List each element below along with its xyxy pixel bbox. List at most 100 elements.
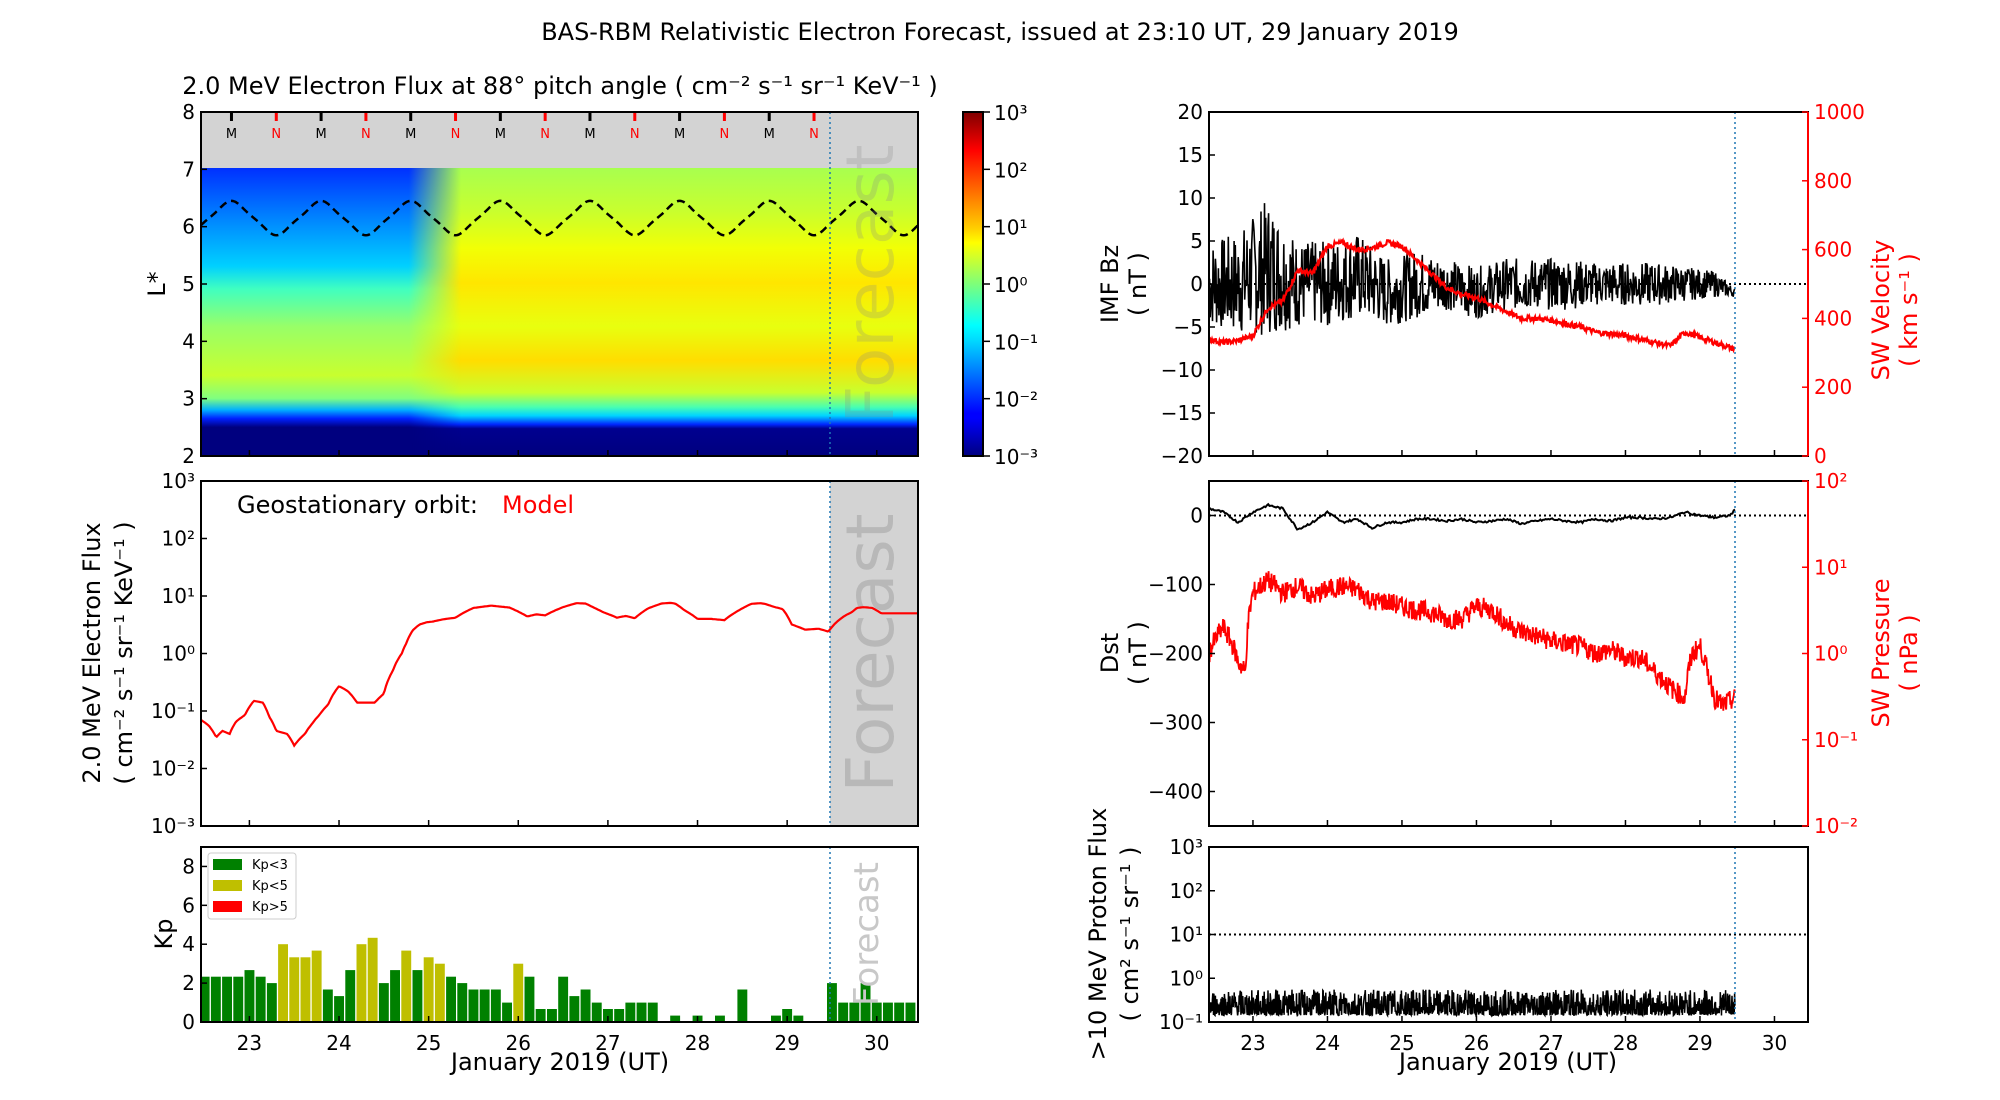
- y-tick-label: 0: [1190, 272, 1203, 296]
- kp-bar: [614, 1009, 625, 1022]
- y-tick-label: 10⁻²: [1814, 814, 1858, 838]
- y-tick-label: 10⁰: [1814, 642, 1847, 666]
- geo-annotation-label: Geostationary orbit:: [237, 491, 478, 519]
- mn-marker-tick: [678, 112, 682, 121]
- geo-flux-model-line: [201, 601, 918, 748]
- kp-bar: [266, 983, 277, 1022]
- y-tick-label: 10²: [162, 527, 195, 551]
- geo-flux-panel: Forecast Geostationary orbit: Model 10⁻³…: [78, 469, 919, 838]
- y-tick-label: 3: [182, 387, 195, 411]
- y-tick-label: 20: [1178, 100, 1203, 124]
- x-tick-label: 26: [1464, 1031, 1489, 1055]
- x-tick-label: 26: [506, 1031, 531, 1055]
- x-tick-label: 23: [1240, 1031, 1265, 1055]
- y-tick-label: 10²: [1170, 879, 1203, 903]
- kp-bar: [201, 976, 210, 1022]
- kp-bar: [244, 970, 255, 1022]
- kp-bar: [715, 1015, 725, 1022]
- kp-bar: [457, 983, 468, 1022]
- sw-pressure-ylabel-units: ( nPa ): [1895, 614, 1923, 691]
- colorbar: 10⁻³ 10⁻² 10⁻¹ 10⁰ 10¹ 10² 10³: [962, 101, 1038, 469]
- x-tick-label: 25: [416, 1031, 441, 1055]
- mn-marker-tick: [498, 112, 502, 121]
- heatmap-ylabel: L*: [143, 271, 171, 296]
- y-tick-label: 5: [182, 272, 195, 296]
- legend-label-kp-lt-5: Kp<5: [252, 879, 288, 894]
- y-tick-label: 2: [182, 971, 195, 995]
- x-tick-label: 24: [326, 1031, 351, 1055]
- colorbar-tick-label: 10⁻²: [994, 388, 1038, 412]
- kp-bar: [434, 963, 445, 1022]
- colorbar-tick-label: 10⁰: [994, 273, 1027, 297]
- mn-marker-tick: [274, 112, 278, 121]
- y-tick-label: −20: [1161, 444, 1203, 468]
- y-tick-label: 400: [1814, 306, 1852, 330]
- geo-annotation-model: Model: [502, 491, 574, 519]
- mn-marker-label: M: [315, 127, 326, 142]
- kp-bar: [782, 1009, 793, 1022]
- mn-marker-tick: [588, 112, 592, 121]
- kp-bar: [210, 976, 221, 1022]
- forecast-shade: [830, 481, 918, 826]
- y-tick-label: 6: [182, 893, 195, 917]
- y-tick-label: 15: [1178, 143, 1203, 167]
- y-tick-label: 4: [182, 329, 195, 353]
- dst-frame: [1208, 480, 1809, 827]
- kp-bar: [278, 944, 288, 1022]
- y-tick-label: 10⁻¹: [1814, 728, 1858, 752]
- kp-bar: [378, 983, 389, 1022]
- colorbar-tick-label: 10¹: [994, 216, 1027, 240]
- mn-marker-tick: [409, 112, 413, 121]
- kp-bar: [233, 976, 244, 1022]
- kp-bar: [222, 976, 232, 1022]
- x-tick-label: 24: [1315, 1031, 1340, 1055]
- mn-marker-tick: [767, 112, 771, 121]
- right-xlabel: January 2019 (UT): [1397, 1048, 1617, 1076]
- y-tick-label: 4: [182, 932, 195, 956]
- x-tick-label: 27: [595, 1031, 620, 1055]
- kp-bar: [524, 976, 535, 1022]
- dst-line: [1209, 502, 1736, 531]
- mn-marker-label: M: [495, 127, 506, 142]
- kp-bar: [737, 989, 748, 1022]
- kp-bar: [603, 1009, 613, 1022]
- kp-bar: [793, 1015, 804, 1022]
- sw-velocity-ylabel-units: ( km s⁻¹ ): [1895, 253, 1923, 367]
- y-tick-label: 8: [182, 854, 195, 878]
- colorbar-tick-label: 10⁻³: [994, 445, 1038, 469]
- kp-frame: [200, 846, 919, 1023]
- kp-bar: [479, 989, 490, 1022]
- lstar-heatmap-panel: 2.0 MeV Electron Flux at 88° pitch angle…: [143, 72, 938, 826]
- mn-marker-tick: [812, 112, 816, 121]
- legend-swatch-yellow: [213, 880, 242, 891]
- y-tick-label: 10¹: [1170, 923, 1203, 947]
- mn-marker-label: N: [451, 127, 461, 142]
- kp-bar: [401, 950, 412, 1022]
- colorbar-tick-label: 10⁻¹: [994, 330, 1038, 354]
- dst-ylabel: Dst: [1096, 633, 1124, 673]
- kp-bar: [625, 1002, 636, 1022]
- x-tick-label: 28: [1613, 1031, 1638, 1055]
- legend-label-kp-lt-3: Kp<3: [252, 858, 288, 873]
- kp-bar: [535, 1009, 546, 1022]
- kp-bar: [390, 970, 400, 1022]
- kp-bar: [849, 1002, 860, 1022]
- kp-bar: [322, 989, 333, 1022]
- geo-flux-frame: [200, 480, 919, 827]
- kp-bar: [446, 976, 456, 1022]
- x-tick-label: 27: [1538, 1031, 1563, 1055]
- sw-velocity-line: [1209, 237, 1736, 354]
- kp-bar: [636, 1002, 647, 1022]
- x-tick-label: 29: [774, 1031, 799, 1055]
- y-tick-label: 10⁻¹: [1159, 1010, 1203, 1034]
- kp-bar: [871, 1002, 882, 1022]
- kp-bar: [289, 957, 300, 1022]
- mn-marker-label: M: [764, 127, 775, 142]
- x-tick-label: 28: [685, 1031, 710, 1055]
- y-tick-label: −200: [1148, 642, 1203, 666]
- y-tick-label: −400: [1148, 780, 1203, 804]
- forecast-watermark: Forecast: [847, 862, 887, 1006]
- mn-marker-label: N: [809, 127, 819, 142]
